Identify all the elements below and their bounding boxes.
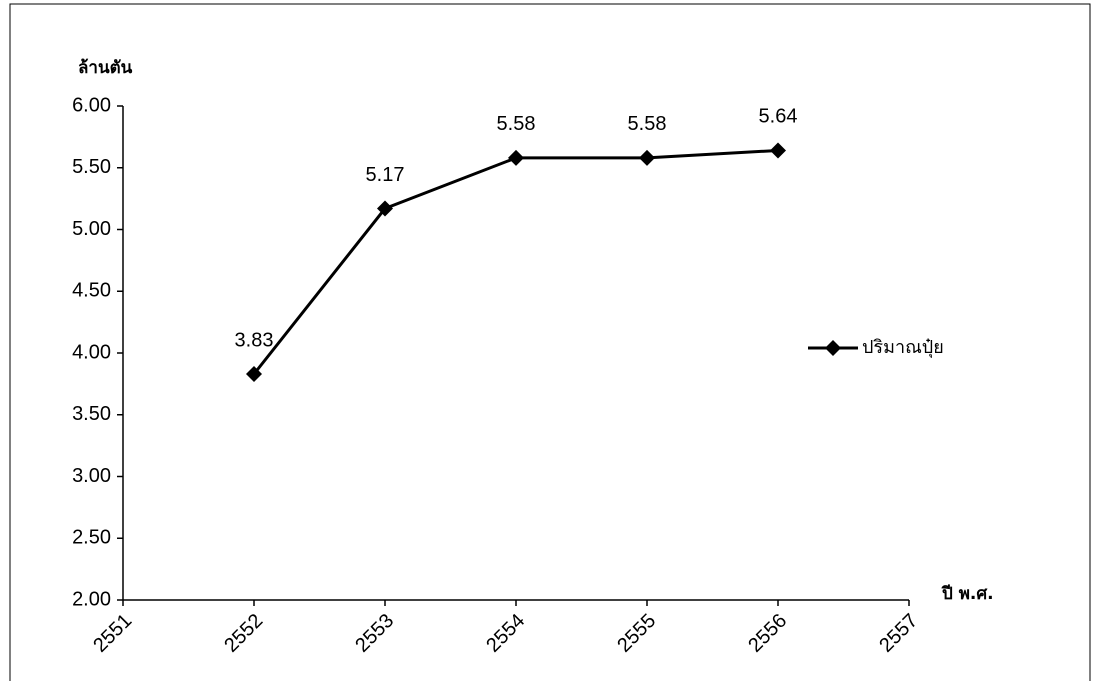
- data-label: 3.83: [235, 329, 274, 351]
- legend-marker: [825, 340, 841, 356]
- y-tick-label: 4.00: [72, 341, 111, 363]
- x-axis-label: ปี พ.ศ.: [941, 583, 993, 604]
- x-tick-label: 2554: [482, 610, 529, 657]
- y-tick-label: 3.50: [72, 403, 111, 425]
- y-tick-label: 3.00: [72, 465, 111, 487]
- frame: [9, 3, 1091, 681]
- x-tick-label: 2553: [351, 610, 398, 657]
- y-tick-label: 2.00: [72, 588, 111, 610]
- x-tick-label: 2551: [89, 610, 136, 657]
- data-label: 5.58: [628, 113, 667, 135]
- legend-label: ปริมาณปุ๋ย: [862, 337, 944, 358]
- series-line: [252, 148, 779, 375]
- point-marker: [508, 149, 524, 166]
- x-tick-label: 2557: [875, 610, 922, 657]
- y-axis-label: ล้านตัน: [78, 58, 133, 78]
- point-marker: [377, 200, 393, 217]
- y-tick-label: 4.50: [72, 280, 111, 302]
- y-tick-label: 2.50: [72, 527, 111, 549]
- x-tick-label: 2556: [744, 610, 791, 657]
- point-marker: [639, 149, 655, 166]
- point-marker: [770, 142, 786, 159]
- x-tick-label: 2552: [220, 610, 267, 657]
- y-tick-label: 5.50: [72, 156, 111, 178]
- x-tick-label: 2555: [613, 610, 660, 657]
- y-tick-label: 6.00: [72, 94, 111, 116]
- data-label: 5.64: [759, 106, 798, 128]
- y-tick-label: 5.00: [72, 218, 111, 240]
- data-label: 5.58: [497, 113, 536, 135]
- point-marker: [246, 365, 262, 382]
- data-label: 5.17: [366, 164, 405, 186]
